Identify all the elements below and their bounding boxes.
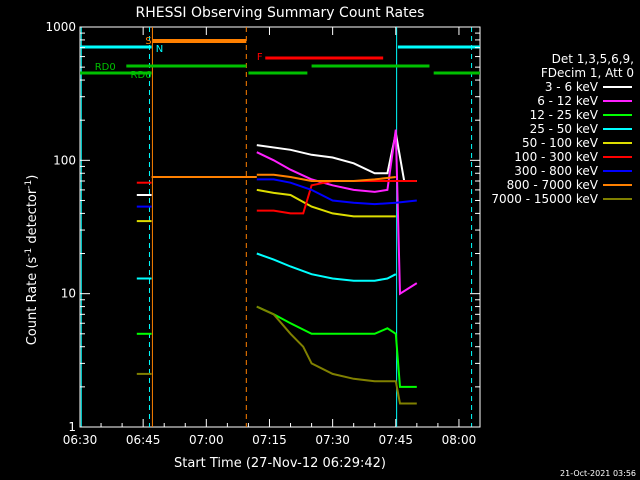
series-line-0-seg-1 [256, 132, 417, 182]
y-tick-label-3: 1000 [45, 20, 76, 34]
legend-label-2: 12 - 25 keV [530, 108, 599, 122]
x-tick-label-2: 07:00 [189, 433, 224, 447]
x-tick-label-5: 07:45 [378, 433, 413, 447]
legend-label-1: 6 - 12 keV [537, 94, 599, 108]
series-line-2-seg-1 [256, 305, 417, 388]
x-tick-label-6: 08:00 [442, 433, 477, 447]
legend-label-0: 3 - 6 keV [545, 80, 599, 94]
chart-title: RHESSI Observing Summary Count Rates [136, 5, 425, 21]
y-axis-label-sup: -1 [24, 248, 34, 257]
y-axis-label: Count Rate (s-1 detector-1) [24, 175, 40, 346]
flag-label-rd0: RD0 [95, 62, 116, 73]
plot-layer: SN F RD0 RD6 06:30 06:45 07:00 07:15 07:30 07:45 0… [45, 20, 481, 447]
series-line-7-seg-1 [256, 173, 396, 182]
y-tick-label-2: 100 [53, 153, 76, 167]
series-line-1-seg-0 [256, 129, 418, 296]
y-axis-label-sup2: -1 [24, 180, 34, 189]
series-line-5-seg-1 [256, 180, 417, 215]
y-axis-label-main: Count Rate (s [25, 257, 40, 346]
legend-label-7: 800 - 7000 keV [507, 178, 599, 192]
series-line-3-seg-1 [256, 252, 397, 282]
x-tick-label-0: 06:30 [63, 433, 98, 447]
legend-label-6: 300 - 800 keV [514, 164, 598, 178]
y-axis-label-tail: detector [25, 188, 40, 248]
x-tick-label-1: 06:45 [126, 433, 161, 447]
legend-label-5: 100 - 300 keV [514, 150, 598, 164]
legend-label-8: 7000 - 15000 keV [491, 192, 598, 206]
plot-frame [79, 26, 481, 428]
legend-header-line-2: FDecim 1, Att 0 [541, 66, 634, 80]
flag-label-n: N [156, 44, 163, 55]
x-tick-label-4: 07:30 [315, 433, 350, 447]
flag-label-rd6: RD6 [131, 70, 152, 81]
flag-label-f: F [257, 52, 263, 63]
series-line-8-seg-1 [256, 305, 417, 405]
y-tick-label-0: 1 [68, 420, 76, 434]
x-axis-label: Start Time (27-Nov-12 06:29:42) [174, 456, 386, 471]
x-tick-label-3: 07:15 [252, 433, 287, 447]
legend-label-4: 50 - 100 keV [522, 136, 599, 150]
series-line-6-seg-1 [256, 178, 417, 206]
footer-date: 21-Oct-2021 03:56 [560, 469, 636, 478]
y-axis-label-end: ) [25, 175, 40, 180]
legend-header-line-1: Det 1,3,5,6,9, [552, 52, 634, 66]
flag-label-s: S [145, 36, 151, 47]
legend-label-3: 25 - 50 keV [530, 122, 599, 136]
series-line-4-seg-1 [256, 188, 396, 218]
y-tick-label-1: 10 [61, 287, 76, 301]
